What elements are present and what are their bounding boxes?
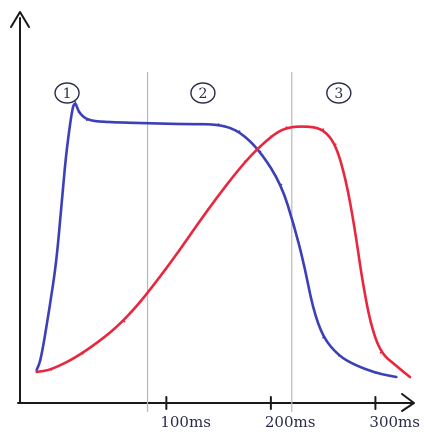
series-group — [35, 101, 412, 379]
series-2-point-5 — [207, 207, 210, 210]
series-2-point-18 — [409, 376, 411, 378]
series-2-point-17 — [395, 365, 398, 367]
series-line-1 — [35, 102, 398, 379]
series-1-point-11 — [144, 122, 147, 125]
phase-label-group: 1 2 3 — [54, 82, 352, 104]
phase-label-1: 1 — [63, 86, 72, 102]
series-2-point-4 — [165, 268, 168, 271]
series-1-point-14 — [238, 130, 241, 133]
series-2-point-2 — [81, 352, 84, 355]
phase-label-2: 2 — [198, 86, 207, 102]
x-axis-arrow — [401, 393, 415, 412]
series-2-point-8 — [285, 126, 288, 129]
series-1-point-9 — [86, 119, 88, 122]
series-1-point-20 — [322, 336, 325, 339]
series-1-point-13 — [217, 123, 220, 126]
series-2-point-6 — [243, 160, 246, 163]
series-2-point-10 — [322, 128, 325, 131]
series-2-point-12 — [345, 179, 348, 182]
series-2-point-13 — [353, 226, 356, 228]
x-tick-label-100: 100ms — [160, 413, 211, 431]
series-1-point-12 — [186, 123, 189, 126]
series-1-point-7 — [74, 101, 77, 103]
series-line-2 — [35, 125, 412, 379]
x-tick-label-200: 200ms — [265, 413, 316, 431]
x-tick-group: 100ms 200ms 300ms — [160, 396, 420, 431]
series-2-point-15 — [369, 321, 372, 324]
series-2-point-0 — [35, 371, 38, 373]
phase-circle-2 — [190, 82, 216, 104]
phase-circle-1 — [54, 82, 80, 104]
series-2-point-16 — [379, 351, 382, 354]
phase-label-3: 3 — [334, 86, 343, 102]
series-2-point-14 — [360, 276, 363, 279]
y-axis-arrow — [10, 11, 30, 28]
series-1-point-0 — [35, 369, 38, 371]
series-1-point-19 — [311, 306, 314, 309]
series-1-point-15 — [259, 150, 262, 153]
series-1-point-1 — [40, 358, 42, 361]
series-1-point-22 — [353, 364, 356, 366]
series-1-point-4 — [61, 187, 64, 190]
series-1-point-18 — [303, 264, 306, 267]
series-1-point-23 — [374, 372, 377, 374]
series-2-point-1 — [50, 369, 53, 371]
series-1-point-6 — [71, 107, 74, 109]
phase-circle-3 — [326, 82, 352, 104]
series-1-point-8 — [77, 111, 80, 113]
series-1-point-24 — [395, 376, 398, 378]
series-2-point-3 — [123, 320, 126, 323]
series-1-point-5 — [66, 145, 68, 148]
series-1-point-21 — [337, 354, 340, 357]
series-1-point-3 — [55, 260, 58, 263]
series-2-point-7 — [269, 135, 272, 138]
series-2-point-9 — [306, 125, 309, 128]
x-tick-label-300: 300ms — [369, 413, 420, 431]
region-divider-group — [146, 72, 293, 412]
series-1-point-17 — [292, 223, 295, 226]
series-1-point-2 — [48, 308, 51, 311]
series-1-point-10 — [102, 121, 105, 124]
series-2-point-11 — [334, 143, 337, 146]
series-1-point-16 — [280, 183, 283, 186]
